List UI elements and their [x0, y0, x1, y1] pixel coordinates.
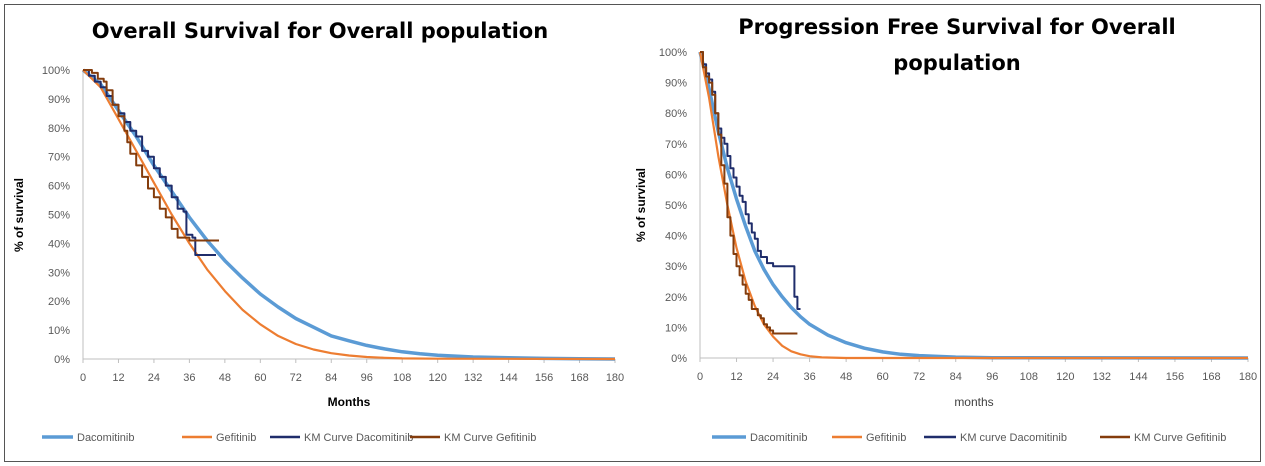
chart-title: Overall Survival for Overall population [92, 19, 548, 43]
series-line-km-curve-gefitinib [83, 69, 219, 242]
legend-entry: KM Curve Dacomitinib [304, 432, 413, 444]
x-tick-label: 180 [1239, 371, 1257, 383]
chart-title: Progression Free Survival for Overall [738, 15, 1175, 39]
x-axis-label: Months [328, 395, 371, 409]
x-tick-label: 108 [1020, 371, 1038, 383]
y-tick-label: 80% [48, 123, 70, 135]
y-axis-label: % of survival [634, 168, 648, 242]
x-tick-label: 132 [464, 372, 482, 384]
y-tick-label: 80% [665, 108, 687, 120]
x-tick-label: 168 [570, 372, 588, 384]
y-tick-label: 50% [665, 200, 687, 212]
x-tick-label: 156 [535, 372, 553, 384]
x-tick-label: 12 [730, 371, 742, 383]
legend-entry: Gefitinib [216, 432, 256, 444]
y-tick-label: 40% [48, 238, 70, 250]
x-tick-label: 0 [80, 372, 86, 384]
y-tick-label: 60% [665, 169, 687, 181]
x-tick-label: 96 [986, 371, 998, 383]
y-tick-label: 90% [48, 94, 70, 106]
x-tick-label: 72 [290, 372, 302, 384]
y-tick-label: 20% [665, 292, 687, 304]
y-tick-label: 0% [54, 354, 70, 366]
chart-frame [4, 4, 1261, 462]
x-tick-label: 96 [361, 372, 373, 384]
legend-entry: Gefitinib [866, 432, 906, 444]
series-line-dacomitinib [81, 68, 616, 361]
x-tick-label: 156 [1166, 371, 1184, 383]
y-tick-label: 0% [671, 353, 687, 365]
y-tick-label: 90% [665, 78, 687, 90]
legend-entry: KM Curve Gefitinib [444, 432, 536, 444]
x-tick-label: 168 [1202, 371, 1220, 383]
legend-entry: KM curve Dacomitinib [960, 432, 1067, 444]
series-line-gefitinib [698, 51, 1248, 360]
x-tick-label: 60 [877, 371, 889, 383]
y-tick-label: 100% [659, 47, 687, 59]
x-tick-label: 12 [112, 372, 124, 384]
legend-entry: Dacomitinib [750, 432, 807, 444]
x-tick-label: 60 [254, 372, 266, 384]
x-tick-label: 72 [913, 371, 925, 383]
os-chart: Overall Survival for Overall population 0… [12, 19, 624, 444]
x-axis-label: months [954, 395, 993, 409]
x-tick-label: 144 [1129, 371, 1147, 383]
y-tick-label: 70% [48, 152, 70, 164]
x-tick-label: 84 [325, 372, 337, 384]
x-tick-label: 24 [767, 371, 779, 383]
x-tick-label: 48 [840, 371, 852, 383]
series-line-km-curve-gefitinib [700, 51, 798, 335]
y-tick-label: 10% [48, 325, 70, 337]
x-tick-label: 24 [148, 372, 160, 384]
y-tick-label: 30% [665, 261, 687, 273]
y-tick-label: 20% [48, 296, 70, 308]
x-tick-label: 84 [950, 371, 962, 383]
series-line-dacomitinib [698, 51, 1249, 360]
x-tick-label: 120 [428, 372, 446, 384]
chart-title: population [893, 51, 1020, 75]
y-tick-label: 40% [665, 231, 687, 243]
x-tick-label: 36 [803, 371, 815, 383]
y-tick-label: 100% [42, 65, 70, 77]
x-tick-label: 144 [499, 372, 517, 384]
y-axis-label: % of survival [12, 178, 26, 252]
y-tick-label: 70% [665, 139, 687, 151]
x-tick-label: 120 [1056, 371, 1074, 383]
y-tick-label: 50% [48, 210, 70, 222]
series-line-gefitinib [82, 69, 616, 361]
x-tick-label: 132 [1093, 371, 1111, 383]
x-tick-label: 48 [219, 372, 231, 384]
y-tick-label: 30% [48, 267, 70, 279]
x-tick-label: 0 [697, 371, 703, 383]
x-tick-label: 180 [606, 372, 624, 384]
x-tick-label: 36 [183, 372, 195, 384]
legend-entry: KM Curve Gefitinib [1134, 432, 1226, 444]
x-tick-label: 108 [393, 372, 411, 384]
legend-entry: Dacomitinib [77, 432, 134, 444]
y-tick-label: 60% [48, 181, 70, 193]
series-line-km-curve-dacomitinib [700, 51, 801, 310]
y-tick-label: 10% [665, 322, 687, 334]
